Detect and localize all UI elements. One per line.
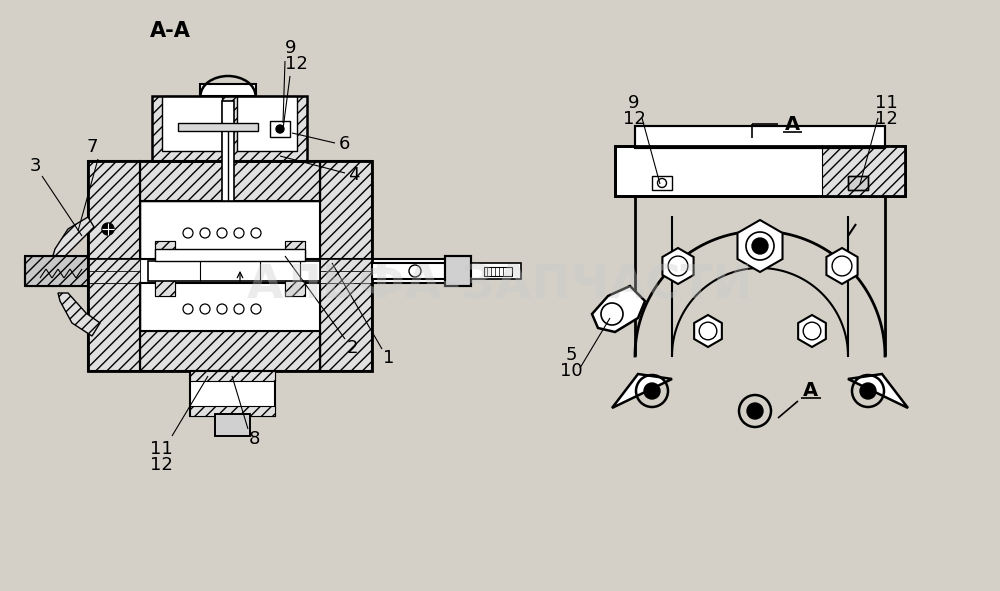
Text: 1: 1 <box>383 349 395 367</box>
Bar <box>200 84 256 96</box>
Bar <box>372 263 467 279</box>
Bar <box>445 256 471 286</box>
Polygon shape <box>592 286 645 332</box>
Circle shape <box>102 223 114 235</box>
Bar <box>320 161 372 371</box>
Bar <box>822 146 905 196</box>
Text: 8: 8 <box>248 430 260 448</box>
Polygon shape <box>662 248 694 284</box>
Bar <box>155 249 305 261</box>
Bar <box>848 176 868 190</box>
Bar <box>140 331 320 371</box>
Bar <box>320 259 372 271</box>
Bar <box>25 259 455 283</box>
Polygon shape <box>826 248 858 284</box>
Text: 5: 5 <box>565 346 577 364</box>
Bar <box>140 331 320 371</box>
Bar <box>140 161 320 201</box>
Bar <box>320 161 372 371</box>
Text: 9: 9 <box>628 94 640 112</box>
Text: 2: 2 <box>346 339 358 357</box>
Polygon shape <box>694 315 722 347</box>
Text: 10: 10 <box>560 362 582 380</box>
Circle shape <box>644 383 660 399</box>
Bar <box>285 241 305 296</box>
Circle shape <box>276 125 284 133</box>
Bar <box>155 241 175 296</box>
Text: 6: 6 <box>338 135 350 153</box>
Text: А-А: А-А <box>150 21 190 41</box>
Bar <box>88 161 372 371</box>
Polygon shape <box>612 374 672 408</box>
Polygon shape <box>58 293 100 336</box>
Bar <box>88 271 140 283</box>
Text: 9: 9 <box>285 39 297 57</box>
Bar <box>140 161 320 201</box>
Bar <box>285 241 305 296</box>
Circle shape <box>752 238 768 254</box>
Text: 12: 12 <box>285 55 307 73</box>
Text: 4: 4 <box>348 166 360 184</box>
Bar <box>320 271 372 283</box>
Bar <box>178 123 258 131</box>
Bar <box>190 371 275 381</box>
Text: А: А <box>784 115 800 134</box>
Bar <box>471 263 521 279</box>
Polygon shape <box>52 217 94 259</box>
Bar <box>484 267 512 276</box>
Circle shape <box>860 383 876 399</box>
Bar <box>88 161 140 371</box>
Text: 12: 12 <box>150 456 172 474</box>
Bar <box>237 96 297 151</box>
Bar <box>635 126 885 148</box>
Bar <box>140 201 320 331</box>
Bar <box>155 241 175 296</box>
Text: 12: 12 <box>875 110 897 128</box>
Text: А: А <box>802 382 818 401</box>
Bar <box>190 406 275 416</box>
Polygon shape <box>798 315 826 347</box>
Bar <box>652 176 672 190</box>
Text: АЛЬФА-ЗАПЧАСТИ: АЛЬФА-ЗАПЧАСТИ <box>247 264 753 309</box>
Text: 7: 7 <box>86 138 98 156</box>
Bar <box>162 96 222 151</box>
Bar <box>615 146 905 196</box>
Text: 11: 11 <box>875 94 897 112</box>
Bar <box>25 256 88 286</box>
Bar <box>148 261 320 281</box>
Polygon shape <box>737 220 783 272</box>
Bar <box>445 256 471 286</box>
Bar <box>615 146 905 196</box>
Bar <box>190 371 275 416</box>
Bar <box>88 259 140 271</box>
Text: 3: 3 <box>29 157 41 175</box>
Bar <box>152 96 307 161</box>
Bar <box>635 126 885 148</box>
Bar <box>848 176 868 190</box>
Circle shape <box>747 403 763 419</box>
Bar <box>215 414 250 436</box>
Bar <box>152 96 307 161</box>
Bar <box>25 256 88 286</box>
Bar <box>215 414 250 436</box>
Bar <box>270 121 290 137</box>
Polygon shape <box>848 374 908 408</box>
Bar <box>88 161 140 371</box>
Text: 12: 12 <box>623 110 645 128</box>
Text: 11: 11 <box>150 440 172 458</box>
Bar <box>222 101 234 201</box>
